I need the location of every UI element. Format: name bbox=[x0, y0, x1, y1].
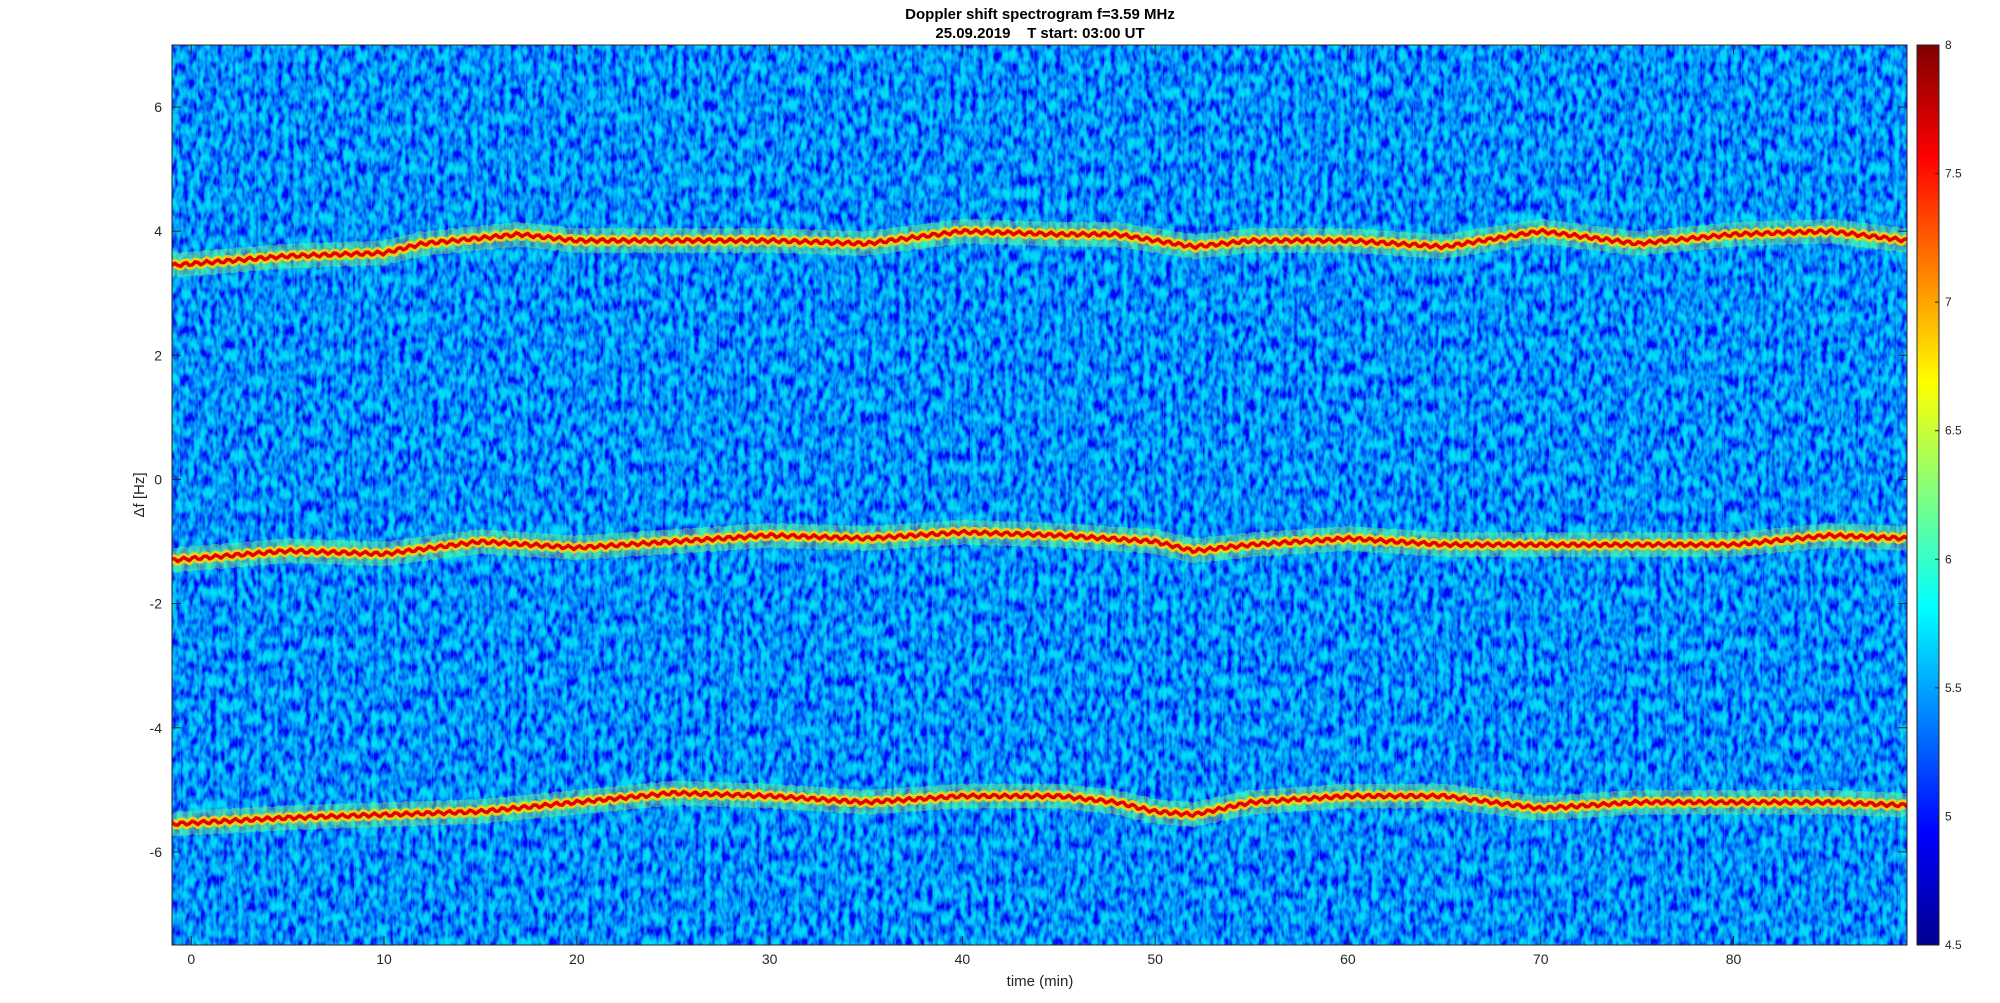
trace-line bbox=[172, 227, 1907, 269]
y-tick-label: -6 bbox=[150, 844, 163, 860]
plot-frame bbox=[171, 44, 1908, 946]
stripe-line bbox=[312, 45, 317, 945]
stripe-line bbox=[910, 45, 916, 945]
stripe-line bbox=[1856, 45, 1861, 945]
y-tick-label: 2 bbox=[154, 347, 162, 363]
stripe-line bbox=[466, 45, 472, 945]
stripe-line bbox=[1219, 45, 1224, 945]
stripe-line bbox=[235, 45, 240, 945]
stripe-line bbox=[273, 45, 279, 945]
stripe-line bbox=[1238, 45, 1244, 945]
stripe-line bbox=[1258, 45, 1263, 945]
stripe-line bbox=[1875, 45, 1881, 945]
y-tick-label: 0 bbox=[154, 471, 162, 487]
colorbar-tick-label: 6.5 bbox=[1945, 424, 1962, 438]
stripe-line bbox=[1509, 45, 1514, 945]
colorbar-tick-label: 6 bbox=[1945, 552, 1952, 566]
stripe-line bbox=[1624, 45, 1630, 945]
trace-line bbox=[172, 528, 1907, 564]
x-tick-label: 30 bbox=[762, 951, 778, 967]
stripe-line bbox=[852, 45, 858, 945]
colorbar-tick-label: 5 bbox=[1945, 809, 1952, 823]
x-tick-label: 0 bbox=[187, 951, 195, 967]
colorbar-tick-label: 5.5 bbox=[1945, 681, 1962, 695]
stripe-line bbox=[409, 45, 414, 945]
stripe-line bbox=[1161, 45, 1166, 945]
colorbar-tick-label: 8 bbox=[1945, 38, 1952, 52]
colorbar bbox=[1916, 44, 1940, 946]
stripe-line bbox=[254, 45, 259, 945]
stripe-line bbox=[1200, 45, 1205, 945]
chart-title: Doppler shift spectrogram f=3.59 MHz bbox=[905, 6, 1175, 23]
stripe-line bbox=[1489, 45, 1495, 945]
stripe-line bbox=[1528, 45, 1533, 945]
stripe-line bbox=[1798, 45, 1803, 945]
x-axis-label: time (min) bbox=[1007, 973, 1074, 990]
plot-area bbox=[172, 45, 1907, 945]
stripe-line bbox=[370, 45, 375, 945]
stripe-line bbox=[331, 45, 336, 945]
stripe-line bbox=[428, 45, 433, 945]
stripe-line bbox=[1566, 45, 1572, 945]
y-axis: -6 -4 -2 0 2 4 6 bbox=[150, 99, 1907, 860]
colorbar-tick-label: 7 bbox=[1945, 295, 1952, 309]
y-axis-label: Δf [Hz] bbox=[131, 472, 148, 517]
stripe-line bbox=[1663, 45, 1668, 945]
stripe-line bbox=[524, 45, 530, 945]
stripe-line bbox=[582, 45, 587, 945]
x-tick-label: 10 bbox=[376, 951, 392, 967]
stripe-line bbox=[1142, 45, 1147, 945]
stripe-line bbox=[1759, 45, 1765, 945]
x-tick-label: 50 bbox=[1147, 951, 1163, 967]
stripe-line bbox=[563, 45, 568, 945]
doppler-traces bbox=[172, 218, 1907, 837]
chart-subtitle: 25.09.2019 T start: 03:00 UT bbox=[935, 25, 1144, 42]
stripe-line bbox=[196, 45, 201, 945]
colorbar-tick-label: 7.5 bbox=[1945, 167, 1962, 181]
stripe-line bbox=[891, 45, 896, 945]
stripe-line bbox=[351, 45, 356, 945]
x-tick-label: 60 bbox=[1340, 951, 1356, 967]
x-tick-label: 20 bbox=[569, 951, 585, 967]
x-tick-label: 70 bbox=[1533, 951, 1549, 967]
x-tick-label: 80 bbox=[1726, 951, 1742, 967]
stripe-line bbox=[293, 45, 298, 945]
stripe-line bbox=[1103, 45, 1109, 945]
stripe-line bbox=[1740, 45, 1745, 945]
stripe-line bbox=[505, 45, 510, 945]
y-tick-label: -2 bbox=[150, 596, 163, 612]
stripe-line bbox=[872, 45, 877, 945]
stripe-line bbox=[1779, 45, 1784, 945]
stripe-line bbox=[1837, 45, 1842, 945]
trace-line bbox=[172, 789, 1907, 827]
x-axis: 0 10 20 30 40 50 60 70 80 bbox=[187, 45, 1741, 967]
stripe-line bbox=[544, 45, 549, 945]
stripe-line bbox=[1605, 45, 1610, 945]
stripe-line bbox=[1721, 45, 1726, 945]
y-tick-label: 4 bbox=[154, 223, 162, 239]
stripe-line bbox=[1180, 45, 1186, 945]
y-tick-label: 6 bbox=[154, 99, 162, 115]
x-tick-label: 40 bbox=[955, 951, 971, 967]
stripe-line bbox=[177, 45, 182, 945]
stripe-line bbox=[1682, 45, 1688, 945]
stripe-line bbox=[389, 45, 394, 945]
stripe-line bbox=[1895, 45, 1900, 945]
stripe-line bbox=[1702, 45, 1707, 945]
stripe-line bbox=[1547, 45, 1552, 945]
colorbar-ticks: 4.5 5 5.5 6 6.5 7 7.5 8 bbox=[1935, 38, 1962, 952]
stripe-line bbox=[486, 45, 491, 945]
colorbar-tick-label: 4.5 bbox=[1945, 938, 1962, 952]
stripe-line bbox=[1123, 45, 1128, 945]
stripe-line bbox=[1644, 45, 1649, 945]
stripe-line bbox=[1817, 45, 1823, 945]
stripe-line bbox=[447, 45, 452, 945]
stripe-line bbox=[216, 45, 221, 945]
y-tick-label: -4 bbox=[150, 720, 163, 736]
stripe-line bbox=[1586, 45, 1591, 945]
